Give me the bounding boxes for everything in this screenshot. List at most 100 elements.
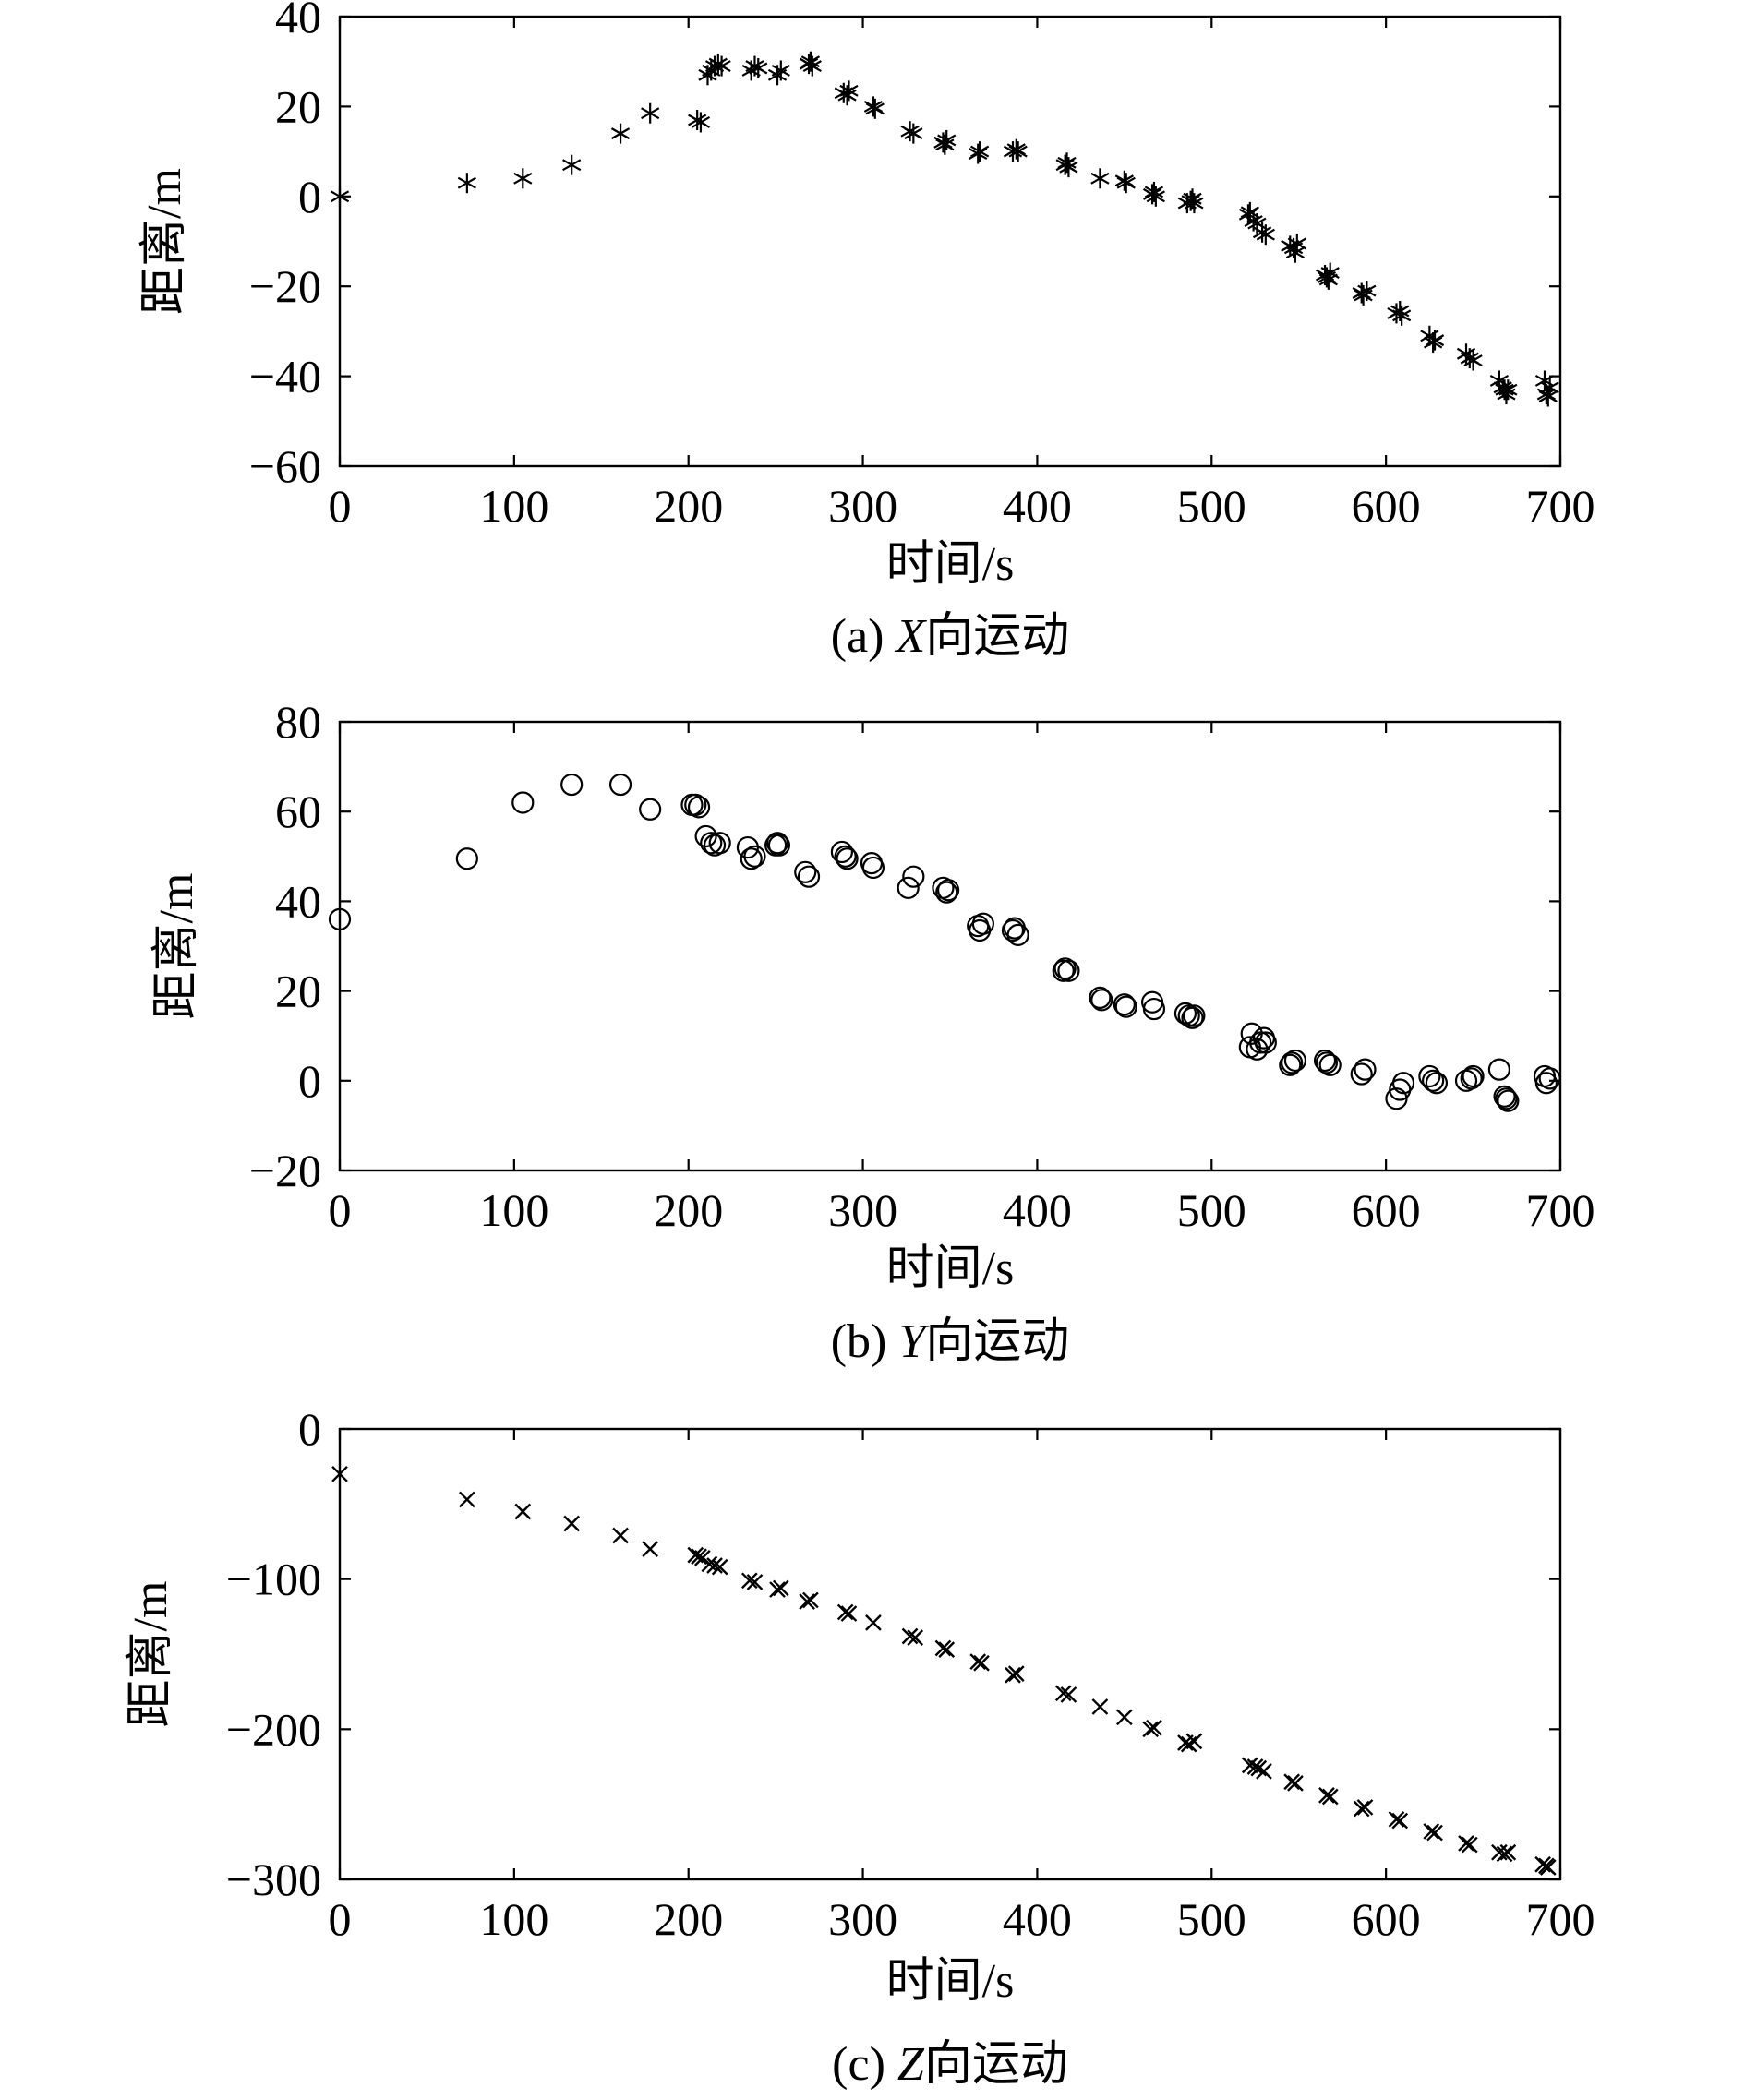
data-point: [1142, 1721, 1160, 1738]
y-tick-label: 0: [298, 171, 321, 222]
data-point: [459, 1491, 475, 1508]
data-point: [1116, 1709, 1133, 1726]
data-point: [1116, 173, 1136, 194]
data-point: [684, 793, 707, 817]
data-point: [935, 134, 955, 155]
data-point: [514, 1503, 532, 1520]
data-point: [749, 58, 768, 79]
data-point: [691, 112, 711, 133]
data-point: [1250, 1759, 1268, 1777]
caption-prefix: (c): [832, 2038, 897, 2091]
data-point: [1390, 300, 1410, 321]
data-point: [712, 55, 731, 77]
y-tick-label: 40: [275, 875, 321, 927]
data-point: [694, 824, 717, 848]
data-point: [1173, 1002, 1197, 1026]
data-point: [455, 847, 478, 870]
data-point: [1053, 957, 1077, 980]
data-point: [328, 907, 352, 930]
data-point: [1534, 1072, 1558, 1095]
plot-frame: [338, 1427, 1562, 1881]
y-tick-label: 0: [298, 1403, 321, 1455]
data-point: [1350, 1062, 1373, 1086]
y-axis-label: 距离/m: [125, 1581, 177, 1728]
y-tick-label: 20: [275, 80, 321, 132]
data-point: [1287, 233, 1306, 254]
data-point: [1424, 332, 1443, 354]
y-axis-label: 距离/m: [138, 168, 191, 315]
x-tick-label: 400: [1003, 1184, 1072, 1236]
data-point: [1499, 1843, 1517, 1861]
data-point: [1498, 379, 1518, 401]
data-point: [740, 847, 763, 870]
data-point: [1313, 1049, 1337, 1073]
x-tick-label: 200: [654, 480, 723, 532]
x-tick-label: 700: [1526, 1893, 1595, 1945]
x-tick-label: 600: [1352, 1893, 1421, 1945]
data-point: [711, 1558, 728, 1576]
data-point: [1385, 1087, 1408, 1110]
caption-variable: X: [894, 610, 927, 663]
data-point: [1279, 1053, 1302, 1076]
x-tick-label: 100: [479, 1184, 548, 1236]
x-tick-label: 400: [1003, 480, 1072, 532]
data-point: [771, 60, 790, 81]
data-point: [769, 1581, 786, 1598]
panel-b-y-motion: 0 100 200 300 400 500 600 700−20020406080时间/s距离…: [150, 696, 1595, 1368]
data-point: [839, 80, 859, 102]
data-point: [1315, 1051, 1339, 1074]
x-tick-label: 500: [1177, 1893, 1246, 1945]
data-point: [1001, 918, 1025, 942]
data-point: [802, 1591, 819, 1609]
data-point: [1318, 1787, 1335, 1804]
data-point: [937, 129, 957, 150]
data-point: [1495, 1087, 1518, 1110]
data-point: [700, 832, 723, 855]
caption-prefix: (a): [831, 610, 897, 663]
data-point: [1321, 1788, 1339, 1806]
data-point: [457, 173, 476, 194]
data-point: [736, 835, 760, 859]
caption-suffix: 向运动: [925, 610, 1069, 663]
data-point: [1422, 1069, 1445, 1092]
data-point: [799, 1593, 815, 1610]
x-tick-label: 700: [1526, 1184, 1595, 1236]
x-tick-label: 400: [1003, 1893, 1072, 1945]
data-point: [1283, 1773, 1301, 1791]
data-point: [1090, 989, 1113, 1012]
data-point: [1254, 1031, 1277, 1054]
data-point: [969, 141, 990, 162]
data-point: [902, 865, 925, 888]
data-point: [937, 879, 960, 902]
data-point: [1539, 1859, 1557, 1876]
data-series: [328, 773, 1561, 1112]
data-point: [1388, 1811, 1405, 1828]
x-tick-label: 500: [1177, 480, 1246, 532]
plot-frame: [338, 15, 1562, 468]
data-point: [797, 865, 821, 888]
data-point: [1146, 186, 1165, 207]
data-point: [1497, 1089, 1520, 1112]
data-point: [1496, 1845, 1513, 1863]
data-point: [1318, 1053, 1342, 1076]
x-tick-label: 500: [1177, 1184, 1246, 1236]
panel-c-z-motion: 0 100 200 300 400 500 600 700 −300 −200 −100 0 时间/s 距…: [125, 1403, 1595, 2091]
x-tick-label: 600: [1352, 1184, 1421, 1236]
data-point: [639, 798, 662, 821]
data-point: [904, 123, 923, 144]
panel-caption: (a) X向运动: [831, 610, 1070, 663]
data-point: [830, 840, 854, 864]
data-point: [562, 154, 582, 175]
x-axis-label: 时间/s: [886, 1242, 1015, 1295]
data-point: [1183, 1004, 1206, 1027]
data-point: [608, 773, 632, 797]
data-point: [330, 186, 350, 207]
data-point: [969, 143, 988, 164]
data-point: [1281, 1051, 1304, 1074]
data-point: [836, 847, 859, 870]
data-point: [691, 1548, 707, 1566]
data-point: [1181, 1006, 1204, 1029]
data-point: [1185, 1733, 1203, 1750]
data-point: [1057, 152, 1077, 174]
